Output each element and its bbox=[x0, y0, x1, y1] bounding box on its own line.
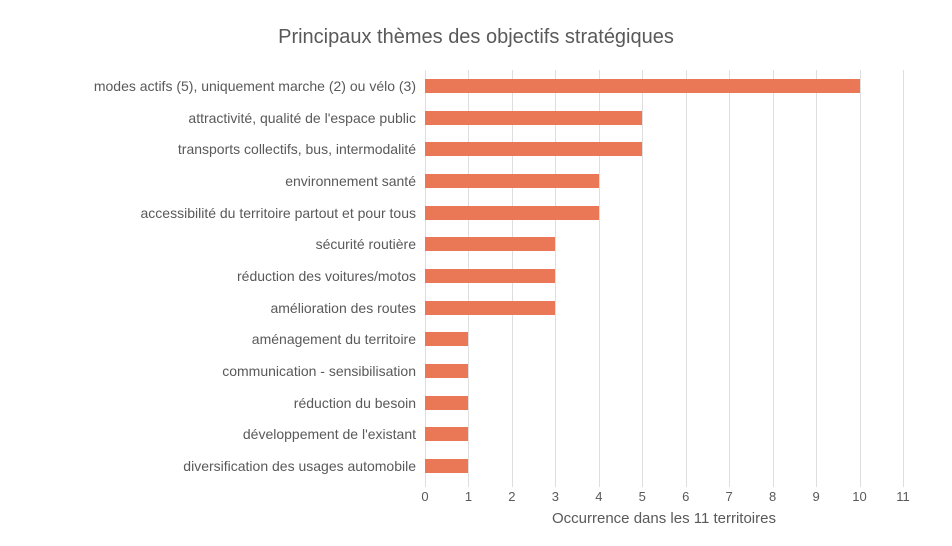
category-label: modes actifs (5), uniquement marche (2) … bbox=[93, 77, 416, 94]
gridline bbox=[729, 70, 731, 487]
bar-row bbox=[425, 228, 903, 260]
bar bbox=[425, 237, 556, 252]
bar bbox=[425, 142, 643, 157]
bar bbox=[425, 173, 599, 188]
bar bbox=[425, 364, 469, 379]
bars-container bbox=[425, 70, 903, 482]
gridline bbox=[685, 70, 687, 487]
x-tick-label: 1 bbox=[464, 489, 473, 504]
bar bbox=[425, 110, 643, 125]
gridline bbox=[642, 70, 644, 487]
x-tick-label: 2 bbox=[508, 489, 516, 504]
x-tick-label: 10 bbox=[852, 489, 867, 504]
chart-title: Principaux thèmes des objectifs stratégi… bbox=[278, 26, 674, 48]
bar-row bbox=[425, 133, 903, 165]
bar bbox=[425, 300, 556, 315]
x-tick-label: 11 bbox=[896, 489, 910, 504]
bar-row bbox=[425, 197, 903, 229]
category-label: diversification des usages automobile bbox=[183, 458, 416, 475]
x-tick-label: 4 bbox=[595, 489, 603, 504]
gridline bbox=[859, 70, 861, 487]
x-tick-label: 5 bbox=[638, 489, 646, 504]
category-label: transports collectifs, bus, intermodalit… bbox=[177, 141, 416, 158]
bar bbox=[425, 332, 469, 347]
category-label: réduction des voitures/motos bbox=[237, 267, 416, 284]
gridline bbox=[816, 70, 818, 487]
x-tick-label: 0 bbox=[421, 489, 429, 504]
bar bbox=[425, 395, 469, 410]
bar-row bbox=[425, 419, 903, 451]
bar bbox=[425, 78, 860, 93]
bar-row bbox=[425, 102, 903, 134]
bar-row bbox=[425, 355, 903, 387]
bar-row bbox=[425, 450, 903, 482]
gridline bbox=[903, 70, 904, 487]
x-tick-label: 6 bbox=[682, 489, 690, 504]
category-label: communication - sensibilisation bbox=[222, 363, 416, 380]
gridline bbox=[598, 70, 600, 487]
plot-area bbox=[425, 70, 904, 487]
bar bbox=[425, 205, 599, 220]
category-label: réduction du besoin bbox=[293, 394, 416, 411]
category-label: accessibilité du territoire partout et p… bbox=[140, 204, 416, 221]
x-tick-label: 7 bbox=[725, 489, 733, 504]
gridline bbox=[555, 70, 557, 487]
category-label: amélioration des routes bbox=[270, 299, 416, 316]
category-axis-labels: modes actifs (5), uniquement marche (2) … bbox=[0, 70, 425, 482]
category-label: sécurité routière bbox=[315, 236, 416, 253]
bar-row bbox=[425, 260, 903, 292]
bar-row bbox=[425, 165, 903, 197]
x-tick-label: 9 bbox=[812, 489, 820, 504]
bar-row bbox=[425, 70, 903, 102]
category-label: aménagement du territoire bbox=[251, 331, 416, 348]
bar bbox=[425, 427, 469, 442]
bar bbox=[425, 459, 469, 474]
bar-row bbox=[425, 292, 903, 324]
x-tick-label: 8 bbox=[769, 489, 777, 504]
gridline bbox=[772, 70, 774, 487]
category-label: attractivité, qualité de l'espace public bbox=[188, 109, 416, 126]
bar bbox=[425, 268, 556, 283]
bar-row bbox=[425, 387, 903, 419]
x-axis-ticks: 0 1 2 3 4 5 6 7 8 9 10 11 bbox=[421, 489, 909, 505]
x-tick-label: 3 bbox=[551, 489, 559, 504]
x-axis-title: Occurrence dans les 11 territoires bbox=[552, 510, 776, 527]
bar-row bbox=[425, 324, 903, 356]
category-label: environnement santé bbox=[285, 172, 416, 189]
category-label: développement de l'existant bbox=[242, 426, 416, 443]
